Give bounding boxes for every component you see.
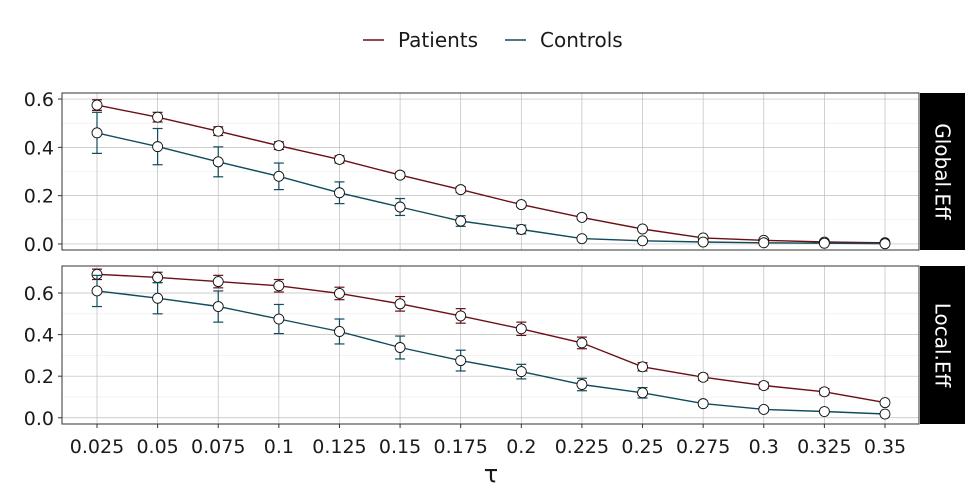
legend-label-patients: Patients	[398, 28, 478, 52]
grid	[62, 93, 919, 250]
data-point	[212, 125, 224, 137]
data-point	[515, 199, 527, 211]
data-point	[576, 379, 588, 390]
data-point	[879, 397, 891, 409]
data-point	[637, 387, 648, 399]
data-point	[879, 408, 891, 420]
data-point	[273, 140, 285, 152]
data-point	[637, 223, 648, 235]
y-tick-label: 0.2	[24, 186, 54, 208]
data-point	[515, 366, 527, 378]
series-patients	[91, 268, 891, 409]
x-axis-label: τ	[484, 460, 498, 488]
data-point	[212, 301, 224, 312]
y-tick-label: 0.4	[24, 137, 54, 159]
data-point	[697, 371, 709, 383]
panel-background	[62, 266, 919, 424]
data-point	[334, 187, 345, 199]
data-point	[91, 127, 103, 139]
x-tick-label: 0.1	[264, 436, 294, 458]
x-tick-label: 0.05	[136, 436, 178, 458]
data-point	[455, 215, 467, 227]
data-point	[394, 201, 406, 213]
series-controls	[91, 111, 891, 250]
y-tick-label: 0.6	[24, 283, 54, 305]
x-tick-label: 0.275	[676, 436, 730, 458]
data-point	[394, 342, 406, 353]
data-point	[455, 310, 467, 322]
data-point	[212, 276, 224, 288]
x-tick-label: 0.15	[379, 436, 421, 458]
data-point	[818, 386, 830, 398]
data-point	[758, 380, 770, 391]
data-point	[576, 233, 588, 245]
y-tick-label: 0.4	[24, 325, 54, 347]
data-point	[152, 111, 164, 123]
data-point	[515, 323, 527, 335]
data-point	[212, 156, 224, 168]
facet-strip	[920, 93, 965, 250]
series-line	[96, 132, 886, 245]
data-point	[273, 170, 285, 182]
data-point	[576, 337, 588, 349]
data-point	[152, 141, 164, 153]
data-point	[637, 235, 648, 247]
data-point	[394, 298, 406, 310]
series-line	[96, 273, 886, 404]
data-point	[697, 236, 709, 248]
panels: 0.0 0.2 0.4 0.6 Global.Eff 0.0 0.2 0.4 0.6 Local.…	[24, 89, 965, 430]
x-axis: 0.025 0.05 0.075 0.1 0.125 0.15 0.175 0.2 0.225 0…	[70, 424, 906, 458]
data-point	[818, 237, 830, 249]
data-point	[697, 398, 709, 410]
data-point	[818, 406, 830, 417]
series-line	[96, 104, 886, 244]
data-point	[152, 292, 164, 304]
data-point	[394, 169, 406, 181]
series-controls	[91, 274, 891, 420]
facet-strip-label: Local.Eff	[931, 303, 955, 389]
panel-global-eff: 0.0 0.2 0.4 0.6 Global.Eff	[24, 89, 965, 256]
legend: Patients Controls	[363, 28, 623, 52]
x-tick-label: 0.125	[312, 436, 366, 458]
y-tick-label: 0.0	[24, 408, 54, 430]
data-point	[334, 287, 345, 299]
data-point	[637, 361, 648, 373]
data-point	[515, 224, 527, 235]
facet-strip-label: Global.Eff	[931, 123, 955, 221]
data-point	[334, 326, 345, 337]
facet-strip	[920, 266, 965, 424]
data-point	[334, 153, 345, 165]
x-tick-label: 0.075	[191, 436, 245, 458]
x-tick-label: 0.325	[797, 436, 851, 458]
data-point	[152, 271, 164, 283]
data-point	[91, 99, 103, 111]
data-point	[455, 184, 467, 196]
data-point	[879, 238, 891, 250]
data-point	[758, 237, 770, 249]
data-point	[758, 403, 770, 415]
x-tick-label: 0.175	[433, 436, 487, 458]
y-tick-label: 0.6	[24, 89, 54, 111]
data-point	[273, 280, 285, 292]
x-tick-label: 0.3	[749, 436, 779, 458]
x-tick-label: 0.2	[506, 436, 536, 458]
panel-border	[61, 265, 920, 425]
x-tick-label: 0.025	[70, 436, 124, 458]
panel-local-eff: 0.0 0.2 0.4 0.6 Local.Eff	[24, 265, 965, 430]
legend-label-controls: Controls	[540, 28, 623, 52]
x-tick-label: 0.225	[555, 436, 609, 458]
series-line	[96, 290, 886, 415]
data-point	[576, 211, 588, 223]
data-point	[273, 313, 285, 325]
data-point	[91, 285, 103, 297]
x-tick-label: 0.35	[864, 436, 906, 458]
y-tick-label: 0.0	[24, 234, 54, 256]
x-tick-label: 0.25	[621, 436, 663, 458]
data-point	[455, 355, 467, 367]
panel-border	[61, 92, 920, 251]
y-tick-label: 0.2	[24, 366, 54, 388]
